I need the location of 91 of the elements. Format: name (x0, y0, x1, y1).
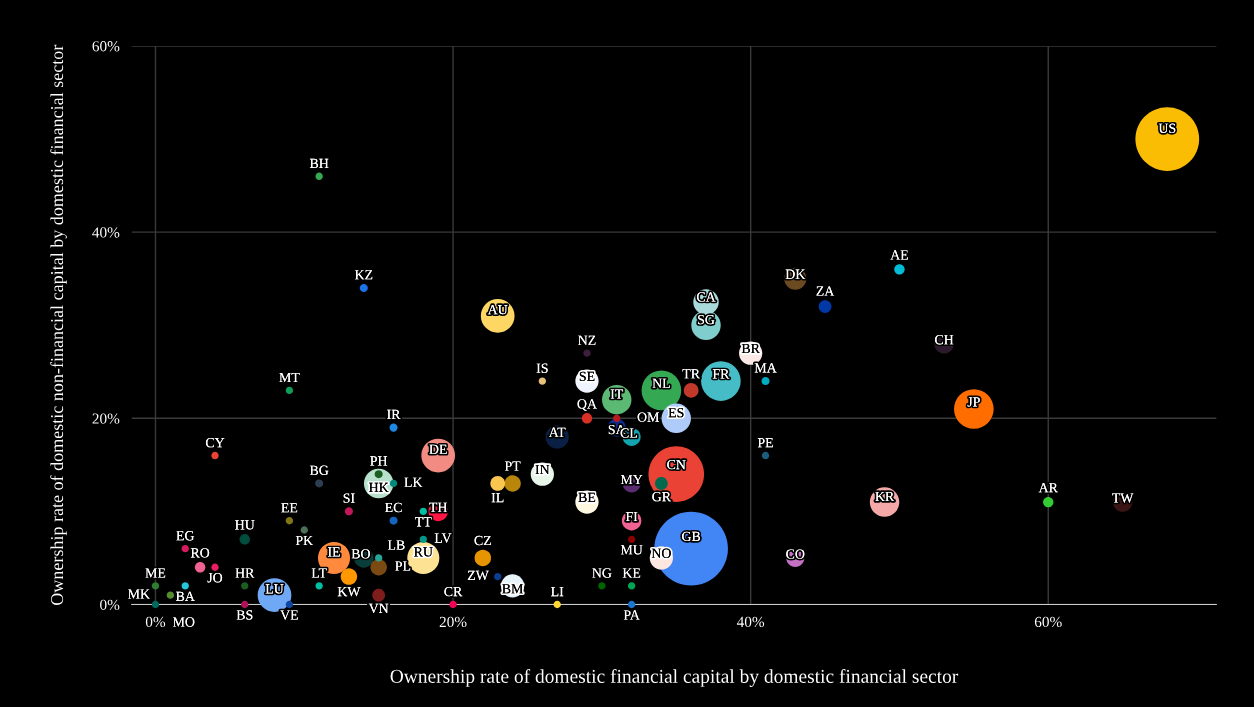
annotation: MA (754, 363, 777, 373)
annotation: BR (741, 343, 760, 354)
y-tick-label: 40% (92, 227, 120, 238)
annotation: BM (502, 584, 523, 594)
annotation: PK (295, 535, 314, 546)
annotation: JP (967, 397, 980, 407)
annotation: CZ (474, 535, 491, 546)
annotation: TH (429, 502, 448, 512)
annotation: FI (625, 512, 638, 522)
annotation: TT (415, 517, 432, 527)
x-tick-label: 60% (1034, 616, 1062, 628)
annotation: BA (175, 591, 195, 601)
x-tick-label: 0% (145, 616, 166, 628)
annotation: MK (128, 589, 150, 599)
annotation: EG (176, 531, 195, 541)
annotation: EE (281, 503, 298, 513)
annotation: SI (343, 493, 355, 503)
annotation: BH (309, 158, 329, 168)
annotation: MO (172, 617, 195, 627)
annotation: MT (279, 372, 300, 383)
x-axis-title: Ownership rate of domestic financial capital by domestic financial sector (390, 669, 959, 687)
annotation: KR (875, 491, 895, 502)
annotation: KE (622, 568, 641, 578)
x-tick-label: 40% (736, 616, 765, 628)
annotation: DE (429, 444, 447, 454)
annotation: IN (535, 464, 550, 475)
annotation: NZ (578, 335, 596, 345)
annotation: NG (592, 568, 612, 578)
annotation: AR (1038, 483, 1058, 493)
annotation: AT (548, 427, 566, 437)
annotation: NL (652, 378, 670, 388)
annotation: ME (145, 568, 166, 578)
y-tick-label: 60% (92, 41, 120, 52)
annotation: BS (236, 610, 253, 620)
x-tick-label: 20% (439, 616, 467, 628)
annotation: PL (395, 561, 411, 571)
annotation: KW (337, 587, 361, 597)
annotation: LV (434, 533, 452, 543)
annotation: RU (414, 547, 433, 557)
annotation: NO (651, 548, 671, 558)
y-axis-title: Ownership rate of domestic non-financial capital by domestic financial sector (50, 44, 67, 605)
annotation: PH (370, 456, 388, 466)
annotation: OM (637, 412, 660, 422)
annotation: SG (698, 314, 715, 325)
annotation: AE (890, 250, 909, 260)
annotation: QA (577, 399, 597, 411)
annotation: PE (757, 438, 773, 448)
annotation: CA (696, 292, 716, 302)
annotation: LK (404, 477, 423, 487)
annotation: CY (205, 438, 225, 448)
annotation: IT (610, 389, 624, 399)
annotation: ZA (816, 286, 835, 296)
annotation: LI (551, 587, 564, 597)
annotation: VE (280, 610, 298, 620)
annotation: TW (1112, 493, 1134, 503)
annotation: GB (682, 531, 701, 542)
annotation: PA (623, 610, 640, 620)
annotation: RO (190, 548, 210, 558)
annotation: ES (668, 408, 684, 418)
annotation: TR (682, 369, 700, 379)
annotation: PT (504, 461, 521, 471)
annotation: LT (311, 568, 327, 578)
annotation: IL (491, 493, 504, 503)
annotation: HK (369, 482, 389, 492)
annotation: SE (579, 371, 595, 382)
annotation: ZW (467, 570, 489, 581)
annotation: HR (235, 568, 255, 578)
annotation: CH (935, 335, 954, 345)
annotation: CR (444, 586, 463, 597)
annotation: FR (712, 369, 730, 379)
annotation: CN (667, 459, 686, 470)
annotation: BE (578, 492, 596, 502)
annotation: US (1158, 123, 1176, 133)
annotation: AU (487, 305, 508, 315)
annotation: LU (265, 584, 284, 594)
annotation: LB (387, 540, 405, 550)
annotation: JO (207, 573, 223, 583)
annotation: IE (327, 547, 340, 557)
annotation: BO (351, 549, 370, 559)
annotation: MY (620, 475, 643, 485)
annotation: EC (385, 502, 402, 513)
annotation: BG (309, 465, 329, 475)
annotation: IS (536, 363, 548, 373)
y-tick-label: 20% (92, 413, 120, 424)
y-tick-label: 0% (100, 599, 120, 610)
annotation: IR (387, 409, 401, 419)
annotation: VN (368, 603, 389, 614)
annotation: HU (235, 520, 255, 530)
annotation: KZ (354, 270, 373, 280)
annotation: DK (785, 269, 806, 279)
annotation: MU (620, 545, 643, 555)
